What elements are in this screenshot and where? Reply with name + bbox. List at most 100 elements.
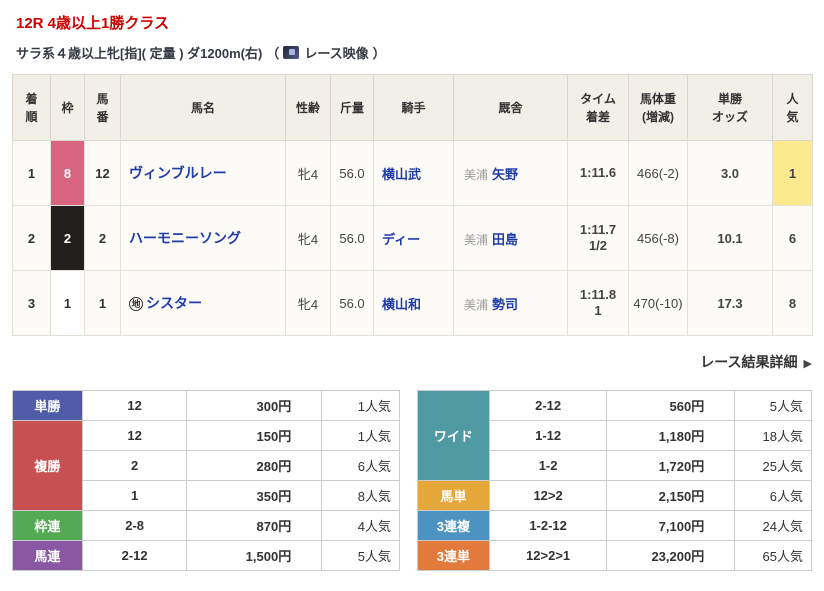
payout-popularity: 18人気: [734, 420, 812, 451]
payout-row: 枠連 2-8 870円 4人気: [12, 510, 401, 541]
payout-amount: 1,180円: [606, 420, 736, 451]
payout-table-left: 単勝 12 300円 1人気 複勝 12 150円 1人気 2 280円 6人気…: [12, 390, 401, 571]
col-header-time-margin: タイム 着差: [567, 74, 629, 141]
payout-combo: 12>2>1: [488, 540, 608, 571]
video-link-label: レース映像: [304, 46, 369, 61]
payout-combo: 1-2-12: [488, 510, 608, 541]
jockey-link[interactable]: 横山和: [382, 296, 422, 312]
payout-amount: 350円: [186, 480, 323, 511]
position-cell: 3: [12, 270, 51, 336]
payout-row: 複勝 12 150円 1人気: [12, 420, 401, 511]
bet-type-exacta-label: 馬単: [417, 480, 490, 511]
trainer-link[interactable]: 勢司: [492, 296, 519, 312]
stable-cell: 美浦 勢司: [453, 270, 568, 336]
margin-value: 1/2: [588, 238, 608, 253]
payout-popularity: 6人気: [734, 480, 812, 511]
sex-age-cell: 牝4: [285, 270, 331, 336]
popularity-cell: 6: [772, 205, 813, 271]
payout-amount: 23,200円: [606, 540, 736, 571]
payout-combo: 2: [81, 450, 188, 481]
horse-name-cell: ハーモニーソング: [120, 205, 286, 271]
bet-type-wide-label: ワイド: [417, 390, 490, 481]
detail-link-row: レース結果詳細 ▶: [12, 352, 812, 372]
margin-value: 1: [594, 303, 602, 318]
col-header-horse-name: 馬名: [120, 74, 286, 141]
stable-region-label: 美浦: [464, 232, 489, 247]
payout-combo: 1: [81, 480, 188, 511]
win-odds-cell: 10.1: [687, 205, 773, 271]
col-header-frame: 枠: [50, 74, 85, 141]
payout-amount: 1,500円: [186, 540, 323, 571]
trainer-link[interactable]: 矢野: [492, 166, 519, 182]
payout-popularity: 1人気: [321, 390, 401, 421]
trainer-link[interactable]: 田島: [492, 231, 519, 247]
race-title: 12R 4歳以上1勝クラス: [16, 15, 170, 32]
position-cell: 2: [12, 205, 51, 271]
payout-popularity: 25人気: [734, 450, 812, 481]
race-video-link[interactable]: レース映像: [283, 43, 369, 62]
payout-amount: 280円: [186, 450, 323, 481]
bet-type-trifecta-label: 3連単: [417, 540, 490, 571]
page: 12R 4歳以上1勝クラス サラ系４歳以上牝[指]( 定量 ) ダ1200m(右…: [12, 15, 813, 571]
carried-weight-cell: 56.0: [330, 205, 374, 271]
payout-popularity: 24人気: [734, 510, 812, 541]
bet-type-bracket-quinella-label: 枠連: [12, 510, 83, 541]
payout-row: 1 350円 8人気: [13, 480, 401, 511]
body-weight-cell: 456(-8): [628, 205, 688, 271]
sex-age-cell: 牝4: [285, 205, 331, 271]
result-row-2: 2 2 2 ハーモニーソング 牝4 56.0 ディー 美浦 田島 1:11.7 1/…: [12, 205, 813, 271]
horse-name-link[interactable]: シスター: [146, 295, 202, 311]
time-margin-cell: 1:11.6: [567, 140, 629, 206]
payout-popularity: 4人気: [321, 510, 401, 541]
payout-popularity: 65人気: [734, 540, 812, 571]
payout-combo: 2-12: [81, 540, 188, 571]
race-result-detail-link[interactable]: レース結果詳細 ▶: [700, 354, 812, 370]
stable-region-label: 美浦: [464, 297, 489, 312]
col-header-jockey: 騎手: [373, 74, 454, 141]
horse-name-link[interactable]: ハーモニーソング: [129, 230, 241, 246]
jockey-link[interactable]: ディー: [382, 231, 421, 247]
horse-number-cell: 12: [84, 140, 121, 206]
frame-number-cell: 1: [50, 270, 85, 336]
jockey-cell: 横山武: [373, 140, 454, 206]
body-weight-cell: 466(-2): [628, 140, 688, 206]
horse-name-cell: 地シスター: [120, 270, 286, 336]
win-odds-cell: 3.0: [687, 140, 773, 206]
payout-popularity: 8人気: [321, 480, 401, 511]
payout-combo: 1-2: [488, 450, 608, 481]
payout-amount: 300円: [186, 390, 323, 421]
time-value: 1:11.6: [579, 164, 617, 180]
video-icon: [283, 46, 300, 59]
payout-amount: 7,100円: [606, 510, 736, 541]
race-conditions-row: サラ系４歳以上牝[指]( 定量 ) ダ1200m(右) （ レース映像 ）: [16, 43, 812, 62]
payout-row: 馬単 12>2 2,150円 6人気: [417, 480, 812, 511]
carried-weight-cell: 56.0: [330, 140, 374, 206]
payout-table-right: ワイド 2-12 560円 5人気 1-12 1,180円 18人気 1-2 1…: [417, 390, 812, 571]
horse-name-link[interactable]: ヴィンブルレー: [129, 165, 227, 181]
payout-popularity: 5人気: [734, 390, 812, 421]
position-cell: 1: [12, 140, 51, 206]
payout-row: 馬連 2-12 1,500円 5人気: [12, 540, 401, 571]
payout-row: 1-2 1,720円 25人気: [418, 450, 812, 481]
payout-amount: 1,720円: [606, 450, 736, 481]
results-header-row: 着 順 枠 馬 番 馬名 性齢 斤量 騎手 厩舎 タイム 着差 馬体重 (増減)…: [12, 74, 813, 141]
payout-combo: 2-12: [488, 390, 608, 421]
col-header-body-weight: 馬体重 (増減): [628, 74, 688, 141]
payout-amount: 2,150円: [606, 480, 736, 511]
payout-amount: 870円: [186, 510, 323, 541]
payout-amount: 560円: [606, 390, 736, 421]
payout-row: ワイド 2-12 560円 5人気: [417, 390, 812, 481]
paren-open: （: [266, 46, 280, 61]
sex-age-cell: 牝4: [285, 140, 331, 206]
payout-combo: 12>2: [488, 480, 608, 511]
payout-row: 単勝 12 300円 1人気: [12, 390, 401, 421]
race-results-table: 着 順 枠 馬 番 馬名 性齢 斤量 騎手 厩舎 タイム 着差 馬体重 (増減)…: [12, 74, 813, 336]
horse-name-cell: ヴィンブルレー: [120, 140, 286, 206]
win-odds-cell: 17.3: [687, 270, 773, 336]
stable-region-label: 美浦: [464, 167, 489, 182]
payout-combo: 1-12: [488, 420, 608, 451]
col-header-odds: 単勝 オッズ: [687, 74, 773, 141]
payout-row: 1-12 1,180円 18人気: [418, 420, 812, 451]
payout-combo: 2-8: [81, 510, 188, 541]
jockey-link[interactable]: 横山武: [382, 166, 422, 182]
